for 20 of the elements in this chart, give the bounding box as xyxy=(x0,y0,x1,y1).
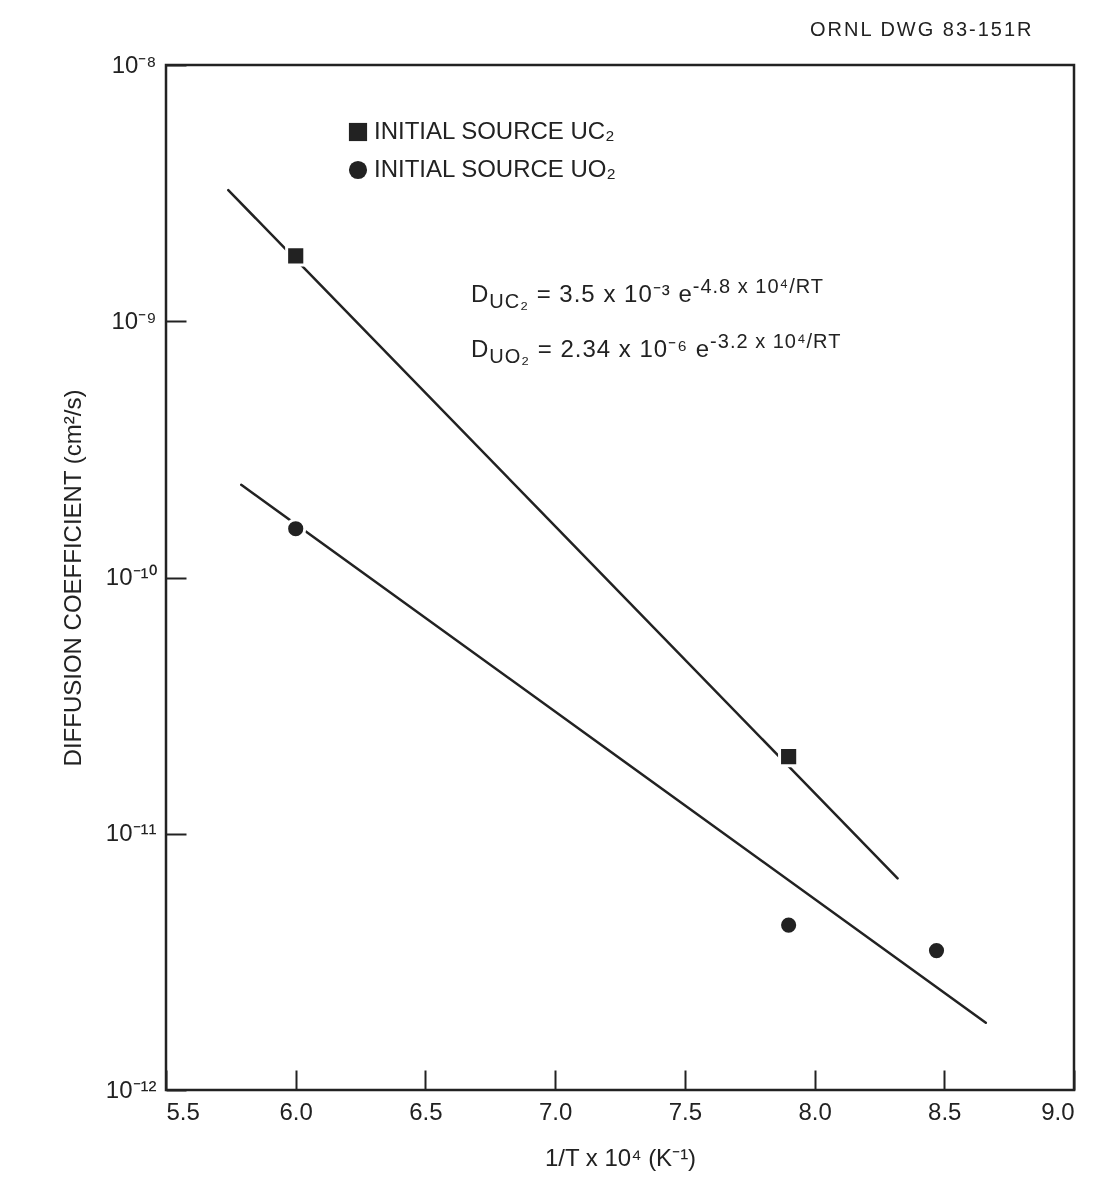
y-tick-label: 10⁻⁸ xyxy=(111,50,157,78)
legend-label: INITIAL SOURCE UO₂ xyxy=(374,155,616,182)
text: ORNL DWG 83-151R xyxy=(810,18,1034,41)
x-tick-label: 7.0 xyxy=(538,1097,573,1125)
x-tick-label: 9.0 xyxy=(1041,1097,1075,1125)
annotation: D$_{UO₂}$ = 2.34 x 10⁻⁶ e$^{-3.2 x 10⁴/RT}$ xyxy=(471,330,842,368)
legend-label: INITIAL SOURCE UC₂ xyxy=(374,117,615,144)
x-tick-label: 6.5 xyxy=(409,1097,443,1125)
annotation: D$_{UC₂}$ = 3.5 x 10⁻³ e$^{-4.8 x 10⁴/RT}$ xyxy=(471,275,825,313)
x-axis-title: 1/T x 10⁴ (K⁻¹) xyxy=(544,1143,697,1171)
x-tick-label: 8.5 xyxy=(928,1097,962,1125)
y-tick-label: 10⁻¹² xyxy=(105,1075,157,1103)
y-axis-title: DIFFUSION COEFFICIENT (cm²/s) xyxy=(58,389,86,767)
x-tick-label: 7.5 xyxy=(668,1097,703,1125)
y-tick-label: 10⁻⁹ xyxy=(111,306,157,334)
y-tick-label: 10⁻¹¹ xyxy=(105,819,157,847)
x-tick-label: 5.5 xyxy=(166,1097,200,1125)
x-tick-label: 8.0 xyxy=(798,1097,832,1125)
y-tick-label: 10⁻¹⁰ xyxy=(105,563,157,590)
x-tick-label: 6.0 xyxy=(279,1097,313,1125)
